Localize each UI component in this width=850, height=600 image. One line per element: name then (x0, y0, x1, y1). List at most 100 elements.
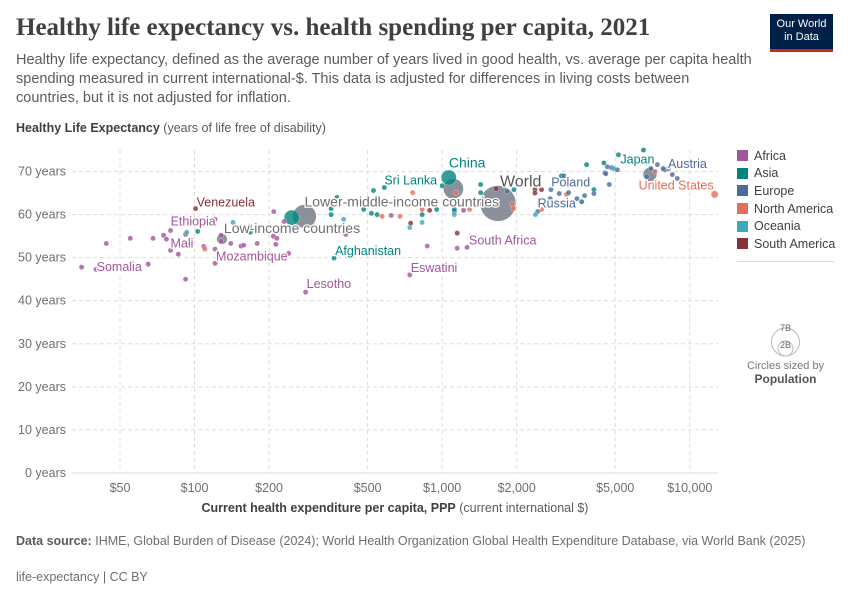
point-label: South Africa (469, 233, 536, 247)
x-tick-label: $2,000 (498, 481, 536, 495)
point-label: Austria (668, 157, 707, 171)
source-text[interactable]: IHME, Global Burden of Disease (2024); W… (95, 534, 806, 548)
license[interactable]: life-expectancy | CC BY (16, 570, 148, 584)
data-point (433, 206, 440, 213)
legend-divider (737, 260, 834, 262)
y-tick-label: 50 years (18, 251, 66, 265)
size-label-7b: 7B (780, 323, 791, 333)
data-point (460, 207, 467, 214)
data-point (212, 260, 218, 267)
data-point (374, 211, 380, 218)
legend-swatch (737, 203, 748, 215)
data-point (230, 219, 236, 226)
legend-swatch (737, 150, 748, 162)
y-tick-label: 0 years (25, 466, 66, 480)
data-point (218, 238, 224, 245)
size-note: Circles sized by (746, 360, 825, 372)
data-point (285, 250, 292, 257)
chart-subtitle: Healthy life expectancy, defined as the … (16, 52, 752, 106)
point-label: Eswatini (411, 261, 458, 275)
aggregate-point (479, 185, 517, 222)
data-point (78, 264, 85, 270)
data-point (183, 229, 190, 236)
data-point (379, 213, 385, 220)
data-point (493, 186, 499, 192)
data-point (145, 261, 151, 267)
data-point (591, 190, 597, 197)
x-tick-label: $200 (255, 481, 283, 495)
data-point (381, 184, 388, 191)
chart-title: Healthy life expectancy vs. health spend… (16, 14, 651, 41)
data-point (271, 208, 277, 215)
data-point (160, 232, 167, 239)
x-tick-label: $50 (110, 481, 131, 495)
point-label: Mali (171, 236, 194, 250)
data-point (254, 240, 260, 247)
region-legend: Africa Asia Europe North America Oceania Sout… (737, 147, 835, 262)
data-point (439, 182, 445, 189)
y-tick-label: 60 years (18, 208, 66, 222)
y-tick-label: 10 years (18, 423, 66, 437)
data-point (674, 175, 681, 182)
x-tick-label: $10,000 (667, 481, 712, 495)
y-axis-title: Healthy Life Expectancy (years of life f… (16, 121, 326, 135)
data-point (548, 186, 554, 193)
source-label: Data source: (16, 534, 92, 548)
data-point (477, 189, 484, 196)
data-point (660, 165, 666, 172)
data-point (334, 194, 340, 201)
data-point (538, 206, 545, 213)
data-point (409, 189, 416, 196)
data-point (643, 173, 650, 180)
data-point (578, 198, 585, 205)
data-point (240, 242, 247, 248)
legend-label: Oceania (754, 219, 801, 234)
data-point (504, 188, 510, 195)
data-point (615, 151, 622, 158)
data-point (710, 190, 719, 199)
data-point (331, 255, 337, 261)
data-point (441, 169, 457, 186)
x-axis-title-unit: (current international $) (459, 501, 589, 515)
legend-item-south-america[interactable]: South America (737, 235, 835, 253)
y-axis-title-unit: (years of life free of disability) (163, 121, 326, 135)
data-point (565, 189, 572, 196)
y-tick-label: 20 years (18, 380, 66, 394)
legend-item-oceania[interactable]: Oceania (737, 217, 835, 235)
legend-item-africa[interactable]: Africa (737, 147, 835, 165)
aggregate-label: Lower-middle-income countries (304, 193, 499, 209)
data-point (407, 272, 413, 278)
point-label: United States (639, 178, 714, 192)
legend-swatch (737, 220, 748, 232)
legend-item-asia[interactable]: Asia (737, 165, 835, 183)
legend-item-europe[interactable]: Europe (737, 182, 835, 200)
legend-label: Asia (754, 166, 779, 181)
data-point (328, 205, 334, 212)
legend-label: South America (754, 236, 836, 251)
data-point (273, 241, 279, 248)
data-point (167, 247, 174, 254)
data-point (370, 187, 377, 194)
data-point (451, 211, 458, 218)
legend-swatch (737, 167, 748, 179)
data-point (281, 218, 287, 225)
legend-item-north-america[interactable]: North America (737, 200, 835, 218)
y-tick-label: 70 years (18, 165, 66, 179)
data-point (340, 216, 347, 223)
data-point (343, 231, 349, 238)
data-point (163, 236, 170, 242)
data-point (424, 243, 430, 249)
point-label: Mozambique (216, 249, 288, 263)
data-point (652, 168, 658, 175)
data-point (274, 235, 280, 242)
data-point (93, 266, 99, 273)
owid-logo[interactable]: Our World in Data (770, 14, 833, 52)
data-point (561, 173, 567, 179)
aggregate-label: Low-income countries (224, 220, 360, 236)
data-point (466, 206, 473, 213)
data-point (192, 205, 199, 212)
data-point (614, 167, 621, 173)
data-point (419, 206, 425, 213)
point-label: China (449, 155, 486, 171)
x-tick-label: $1,000 (423, 481, 461, 495)
